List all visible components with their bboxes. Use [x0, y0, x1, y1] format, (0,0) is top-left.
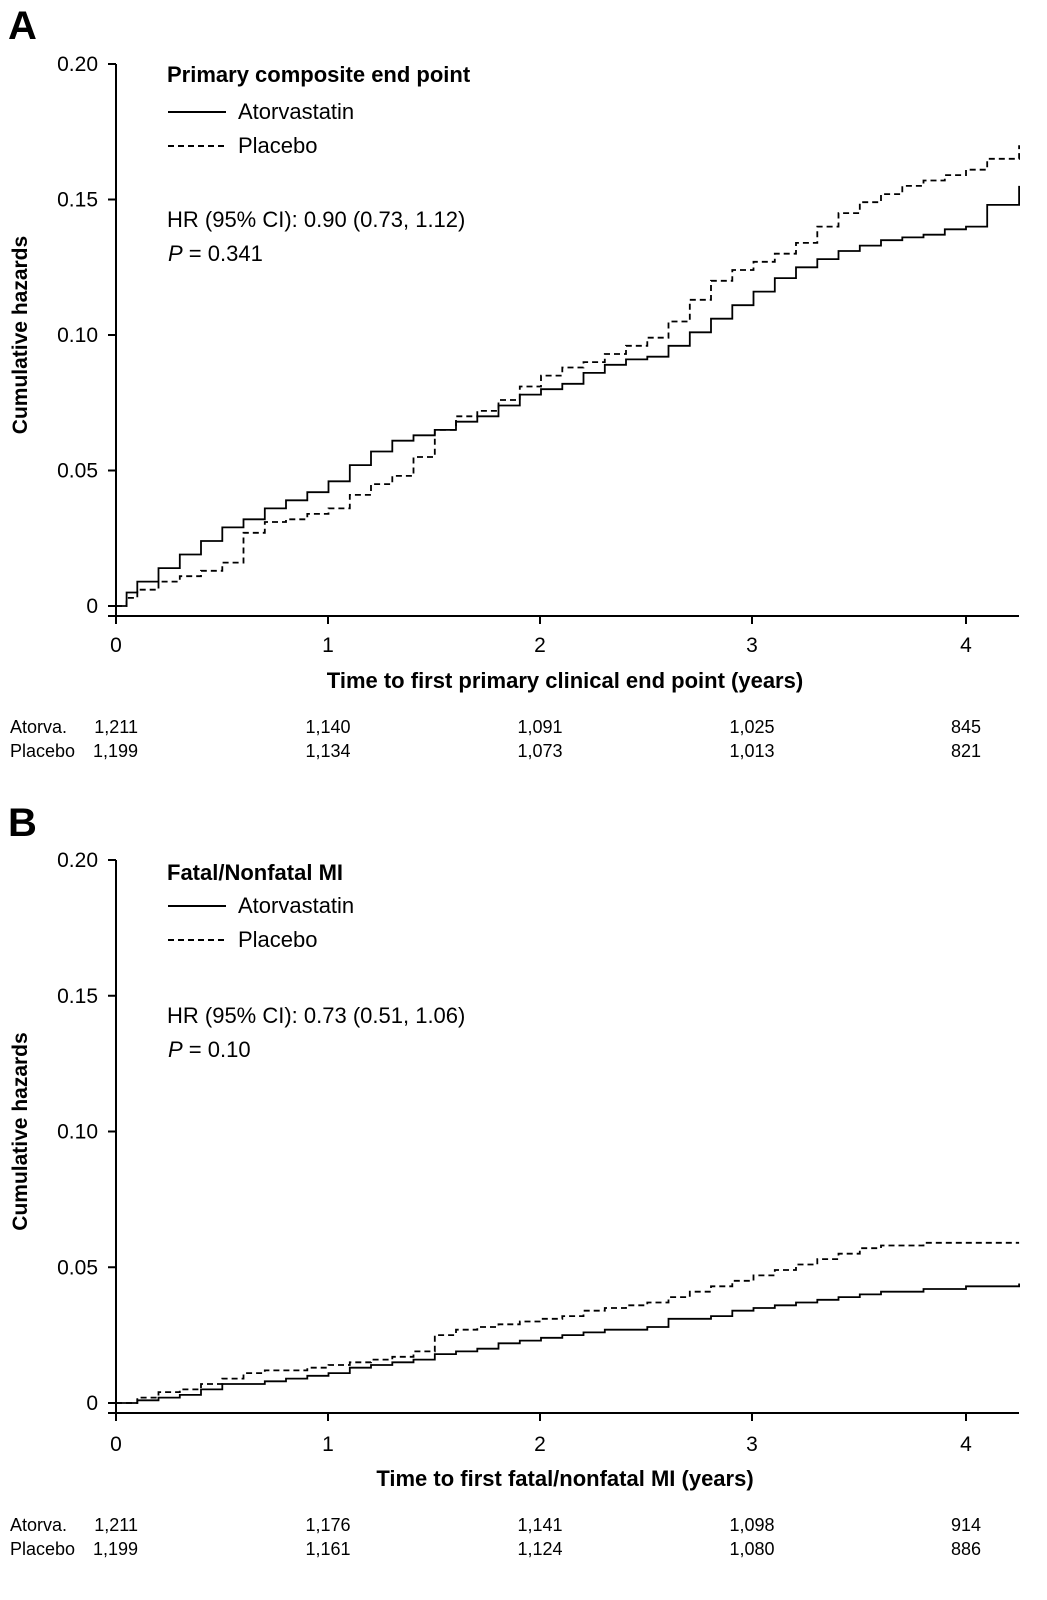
chart-title: Primary composite end point — [167, 62, 471, 87]
y-tick-label: 0.20 — [57, 53, 98, 76]
risk-value: 821 — [951, 741, 981, 761]
risk-value: 1,176 — [305, 1515, 350, 1535]
legend-label: Atorvastatin — [238, 893, 354, 918]
risk-value: 1,134 — [305, 741, 350, 761]
y-tick-label: 0.10 — [57, 324, 98, 347]
risk-row-label: Placebo — [10, 1539, 75, 1559]
y-tick-label: 0.05 — [57, 1256, 98, 1279]
p-value-text: P = 0.10 — [168, 1037, 251, 1062]
x-axis-label: Time to first primary clinical end point… — [327, 668, 803, 693]
p-value: = 0.341 — [183, 241, 263, 266]
x-tick-label: 1 — [322, 1433, 334, 1456]
series-line-atorvastatin — [116, 1283, 1020, 1404]
series-line-placebo — [116, 145, 1020, 607]
p-value: = 0.10 — [183, 1037, 251, 1062]
y-tick-label: 0.20 — [57, 849, 98, 872]
risk-value: 1,199 — [93, 1539, 138, 1559]
risk-value: 1,091 — [517, 717, 562, 737]
risk-value: 1,141 — [517, 1515, 562, 1535]
x-tick-label: 3 — [746, 1433, 758, 1456]
risk-value: 1,199 — [93, 741, 138, 761]
risk-value: 1,140 — [305, 717, 350, 737]
x-tick-label: 4 — [960, 1433, 972, 1456]
risk-row-label: Atorva. — [10, 717, 67, 737]
legend-label: Placebo — [238, 927, 318, 952]
risk-value: 1,211 — [94, 1515, 138, 1535]
x-tick-label: 1 — [322, 634, 334, 657]
risk-value: 845 — [951, 717, 981, 737]
y-axis-label: Cumulative hazards — [9, 236, 32, 434]
x-tick-label: 0 — [110, 1433, 122, 1456]
p-label: P — [168, 1037, 183, 1062]
y-tick-label: 0.10 — [57, 1121, 98, 1144]
series-line-atorvastatin — [116, 185, 1020, 607]
y-tick-label: 0 — [86, 595, 98, 618]
x-tick-label: 0 — [110, 634, 122, 657]
x-tick-label: 4 — [960, 634, 972, 657]
risk-value: 914 — [951, 1515, 981, 1535]
y-tick-label: 0.15 — [57, 985, 98, 1008]
series-line-placebo — [116, 1241, 1020, 1404]
x-tick-label: 2 — [534, 1433, 546, 1456]
p-label: P — [168, 241, 183, 266]
risk-value: 1,211 — [94, 717, 138, 737]
y-tick-label: 0.15 — [57, 189, 98, 212]
hazard-ratio-text: HR (95% CI): 0.73 (0.51, 1.06) — [167, 1003, 465, 1028]
x-axis-label: Time to first fatal/nonfatal MI (years) — [376, 1466, 753, 1491]
legend-label: Placebo — [238, 133, 318, 158]
chart-panel-a: A 0 0.05 0.10 0.15 0.20 0 1 2 3 4 Cumulative hazard… — [8, 4, 1020, 761]
y-axis-label: Cumulative hazards — [9, 1032, 32, 1230]
chart-title: Fatal/Nonfatal MI — [167, 860, 343, 885]
risk-value: 1,161 — [305, 1539, 350, 1559]
hazard-ratio-text: HR (95% CI): 0.90 (0.73, 1.12) — [167, 207, 465, 232]
x-tick-label: 2 — [534, 634, 546, 657]
chart-panel-b: B 0 0.05 0.10 0.15 0.20 0 1 2 3 4 Cumulative hazard… — [8, 801, 1020, 1559]
x-tick-label: 3 — [746, 634, 758, 657]
risk-value: 1,073 — [517, 741, 562, 761]
risk-value: 1,080 — [729, 1539, 774, 1559]
risk-value: 1,025 — [729, 717, 774, 737]
risk-value: 1,124 — [517, 1539, 562, 1559]
y-tick-label: 0.05 — [57, 460, 98, 483]
risk-row-label: Placebo — [10, 741, 75, 761]
panel-letter: B — [8, 801, 37, 845]
risk-value: 1,098 — [729, 1515, 774, 1535]
p-value-text: P = 0.341 — [168, 241, 263, 266]
risk-row-label: Atorva. — [10, 1515, 67, 1535]
legend-label: Atorvastatin — [238, 99, 354, 124]
risk-value: 886 — [951, 1539, 981, 1559]
y-tick-label: 0 — [86, 1392, 98, 1415]
panel-letter: A — [8, 4, 37, 48]
risk-value: 1,013 — [729, 741, 774, 761]
